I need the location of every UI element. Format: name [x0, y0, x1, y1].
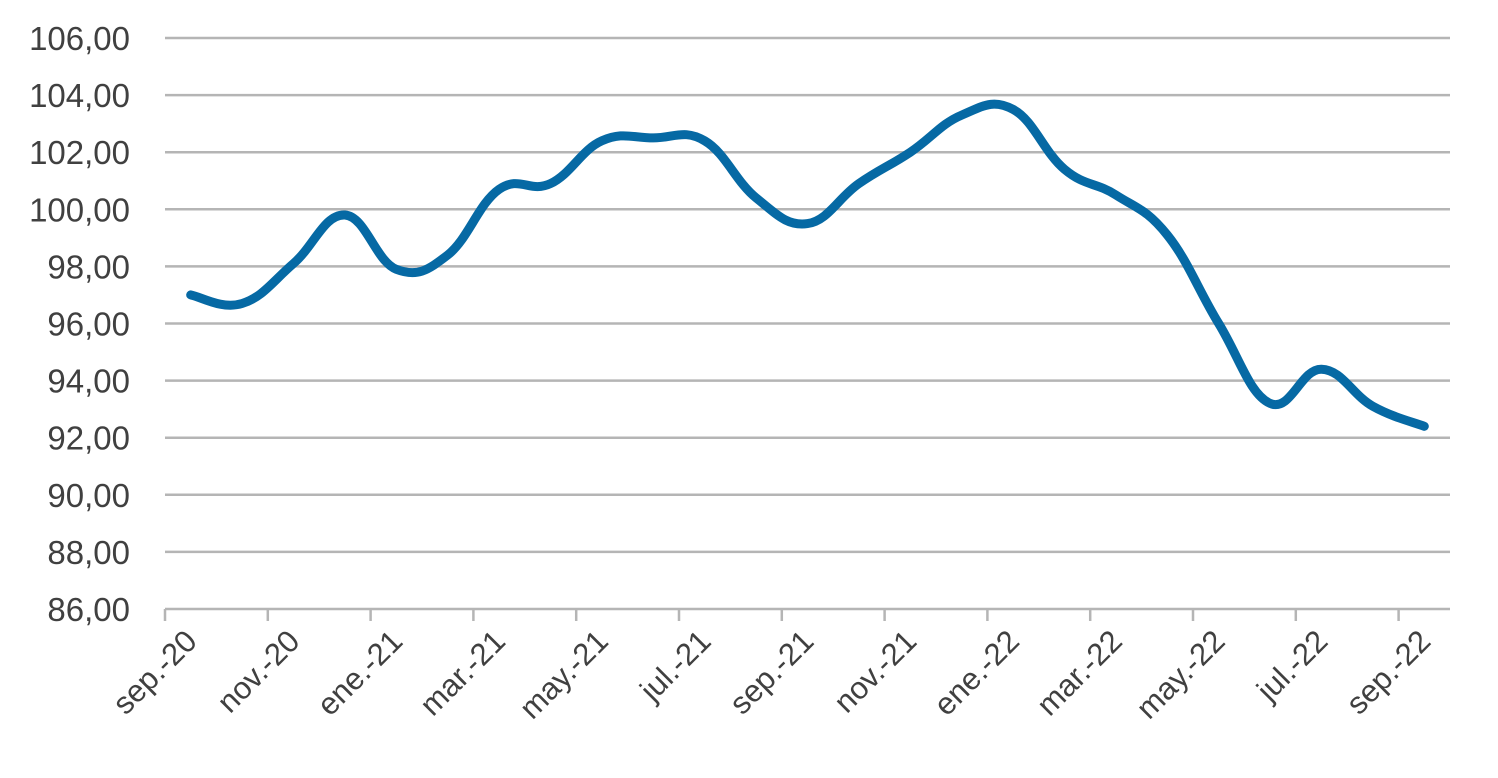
y-tick-label: 102,00	[29, 134, 130, 171]
x-tick-label: jul.-21	[632, 623, 717, 708]
x-tick-label: sep.-20	[106, 623, 204, 721]
y-tick-label: 100,00	[29, 191, 130, 228]
x-tick-label: jul.-22	[1249, 623, 1334, 708]
x-axis	[163, 607, 1450, 621]
x-tick-label: mar.-22	[1030, 623, 1129, 722]
x-tick-label: ene.-22	[927, 623, 1026, 722]
y-tick-label: 106,00	[29, 20, 130, 57]
gridlines	[165, 36, 1450, 554]
y-tick-label: 104,00	[29, 77, 130, 114]
y-tick-label: 90,00	[47, 477, 130, 514]
x-tick-label: nov.-21	[827, 623, 923, 719]
series-line	[186, 99, 1429, 431]
x-tick-label: nov.-20	[210, 623, 306, 719]
x-tick-label: may.-21	[513, 623, 615, 725]
y-tick-label: 92,00	[47, 420, 130, 457]
x-axis-tick-labels: sep.-20 nov.-20 ene.-21 mar.-21 may.-21 jul.-…	[106, 623, 1437, 725]
x-tick-label: sep.-21	[723, 623, 821, 721]
y-tick-label: 96,00	[47, 306, 130, 343]
x-tick-label: ene.-21	[310, 623, 409, 722]
y-tick-label: 94,00	[47, 363, 130, 400]
y-tick-label: 86,00	[47, 591, 130, 628]
y-tick-label: 98,00	[47, 248, 130, 285]
x-tick-label: may.-22	[1129, 623, 1231, 725]
x-tick-label: sep.-22	[1339, 623, 1437, 721]
series-group	[186, 99, 1429, 431]
x-tick-label: mar.-21	[413, 623, 512, 722]
y-axis-tick-labels: 86,00 88,00 90,00 92,00 94,00 96,00 98,00 100,0…	[29, 20, 130, 628]
y-tick-label: 88,00	[47, 534, 130, 571]
